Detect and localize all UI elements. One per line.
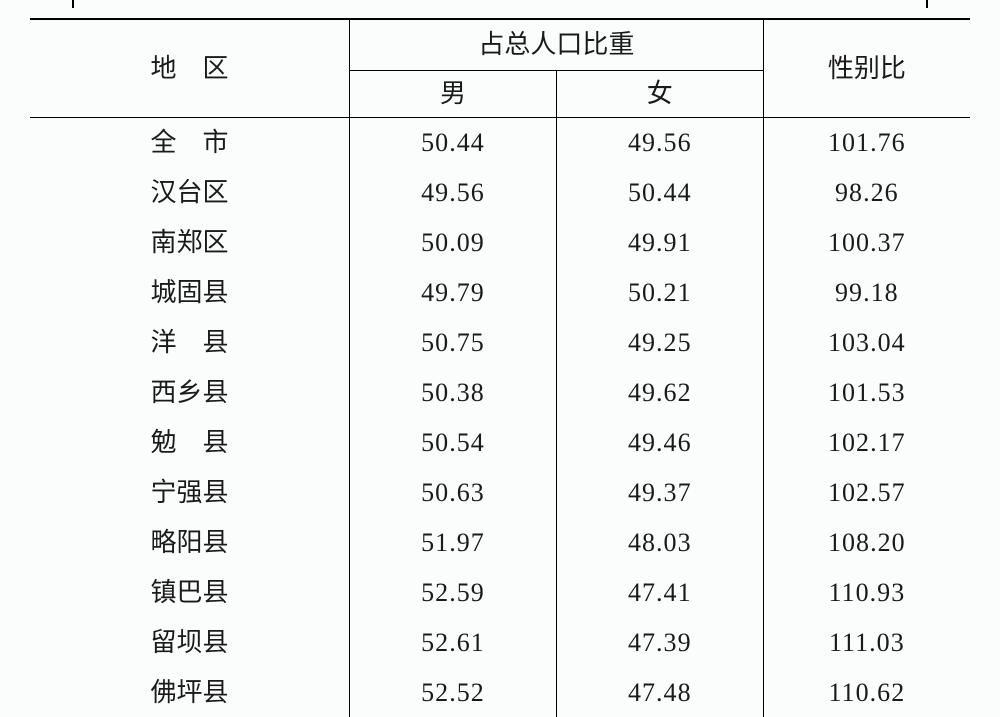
cell-female: 50.21 <box>556 268 763 318</box>
cell-region: 佛坪县 <box>30 668 350 717</box>
table-row: 宁强县 50.63 49.37 102.57 <box>30 468 970 518</box>
cell-male: 52.52 <box>350 668 557 717</box>
cell-ratio: 98.26 <box>763 168 970 218</box>
cell-female: 48.03 <box>556 518 763 568</box>
page: 地 区 占总人口比重 性别比 男 女 全 市 50.44 49.56 101.7… <box>0 0 1000 717</box>
col-header-female: 女 <box>556 71 763 118</box>
cell-ratio: 102.17 <box>763 418 970 468</box>
cell-ratio: 100.37 <box>763 218 970 268</box>
cell-female: 49.62 <box>556 368 763 418</box>
cell-female: 49.56 <box>556 118 763 169</box>
cell-region: 汉台区 <box>30 168 350 218</box>
cell-region: 城固县 <box>30 268 350 318</box>
cell-female: 49.25 <box>556 318 763 368</box>
cell-male: 49.56 <box>350 168 557 218</box>
col-header-region: 地 区 <box>30 19 350 118</box>
cell-region: 勉 县 <box>30 418 350 468</box>
table-row: 勉 县 50.54 49.46 102.17 <box>30 418 970 468</box>
col-header-ratio: 性别比 <box>763 19 970 118</box>
cell-male: 52.61 <box>350 618 557 668</box>
cell-ratio: 110.62 <box>763 668 970 717</box>
cell-female: 50.44 <box>556 168 763 218</box>
cell-ratio: 108.20 <box>763 518 970 568</box>
crop-tick-right <box>926 0 928 8</box>
table-row: 镇巴县 52.59 47.41 110.93 <box>30 568 970 618</box>
cell-region: 南郑区 <box>30 218 350 268</box>
table-row: 城固县 49.79 50.21 99.18 <box>30 268 970 318</box>
table-row: 南郑区 50.09 49.91 100.37 <box>30 218 970 268</box>
cell-female: 49.46 <box>556 418 763 468</box>
cell-region: 全 市 <box>30 118 350 169</box>
table-row: 全 市 50.44 49.56 101.76 <box>30 118 970 169</box>
cell-region: 宁强县 <box>30 468 350 518</box>
cell-ratio: 102.57 <box>763 468 970 518</box>
table-row: 西乡县 50.38 49.62 101.53 <box>30 368 970 418</box>
cell-female: 49.37 <box>556 468 763 518</box>
cell-ratio: 99.18 <box>763 268 970 318</box>
cell-female: 47.41 <box>556 568 763 618</box>
cell-ratio: 103.04 <box>763 318 970 368</box>
cell-male: 51.97 <box>350 518 557 568</box>
table-row: 洋 县 50.75 49.25 103.04 <box>30 318 970 368</box>
cell-region: 西乡县 <box>30 368 350 418</box>
col-header-group: 占总人口比重 <box>350 19 764 71</box>
cell-male: 50.38 <box>350 368 557 418</box>
cell-male: 50.63 <box>350 468 557 518</box>
cell-female: 47.39 <box>556 618 763 668</box>
cell-male: 50.44 <box>350 118 557 169</box>
cell-male: 50.09 <box>350 218 557 268</box>
cell-male: 49.79 <box>350 268 557 318</box>
cell-ratio: 101.53 <box>763 368 970 418</box>
cell-male: 50.75 <box>350 318 557 368</box>
table-row: 略阳县 51.97 48.03 108.20 <box>30 518 970 568</box>
table-header: 地 区 占总人口比重 性别比 男 女 <box>30 19 970 118</box>
table-row: 汉台区 49.56 50.44 98.26 <box>30 168 970 218</box>
population-table: 地 区 占总人口比重 性别比 男 女 全 市 50.44 49.56 101.7… <box>30 18 970 717</box>
col-header-male: 男 <box>350 71 557 118</box>
cell-region: 留坝县 <box>30 618 350 668</box>
cell-female: 47.48 <box>556 668 763 717</box>
table-row: 留坝县 52.61 47.39 111.03 <box>30 618 970 668</box>
cell-ratio: 101.76 <box>763 118 970 169</box>
cell-ratio: 111.03 <box>763 618 970 668</box>
cell-ratio: 110.93 <box>763 568 970 618</box>
crop-tick-left <box>72 0 74 8</box>
cell-female: 49.91 <box>556 218 763 268</box>
cell-region: 洋 县 <box>30 318 350 368</box>
cell-male: 52.59 <box>350 568 557 618</box>
cell-region: 略阳县 <box>30 518 350 568</box>
cell-male: 50.54 <box>350 418 557 468</box>
cell-region: 镇巴县 <box>30 568 350 618</box>
table-body: 全 市 50.44 49.56 101.76 汉台区 49.56 50.44 9… <box>30 118 970 717</box>
table-row: 佛坪县 52.52 47.48 110.62 <box>30 668 970 717</box>
